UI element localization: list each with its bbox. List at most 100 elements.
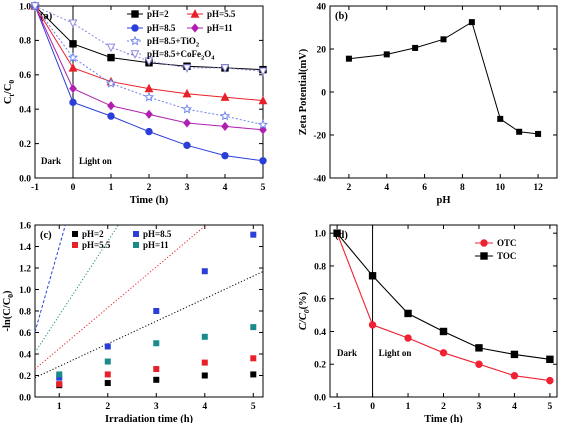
panel-b-frame [329, 5, 558, 179]
data-point [404, 334, 412, 342]
panel-a-axes: -1 0 1 2 3 4 5 0.0 0.2 0.4 0.6 0.8 1.0 (a) Time (h) Ct/… [3, 2, 266, 206]
legend-marker [132, 230, 139, 237]
x-tick-label: 3 [185, 183, 190, 193]
data-point [107, 53, 115, 62]
y-tick-label: 1.0 [19, 286, 31, 296]
x-tick-label: 2 [105, 402, 110, 412]
x-tick-label: 3 [477, 402, 482, 412]
x-tick-label: 4 [223, 183, 228, 193]
legend-marker [130, 50, 140, 59]
data-point [144, 83, 154, 93]
legend-marker [132, 241, 139, 248]
y-tick-label: 40 [317, 2, 327, 12]
y-tick-label: 1.0 [19, 2, 31, 12]
data-point [345, 55, 352, 62]
annotation-light: Light on [79, 156, 112, 166]
data-point [383, 51, 390, 58]
legend-label: TOC [497, 251, 516, 261]
data-point [250, 324, 257, 331]
x-tick-label: 12 [533, 183, 543, 193]
x-tick-label: 0 [370, 402, 375, 412]
x-tick-label: 10 [496, 183, 506, 193]
series-d-0 [333, 229, 554, 385]
data-point [104, 358, 111, 365]
data-point [404, 309, 412, 318]
legend-a: pH=2 pH=5.5 pH=8.5 pH=11 pH=8.5+TiO2pH=8.5+C… [127, 9, 236, 62]
panel-d-frame [329, 224, 558, 398]
data-point [250, 355, 257, 362]
x-axis-label: pH [436, 195, 450, 206]
y-tick-label: 0.0 [19, 174, 31, 184]
data-point [535, 130, 542, 137]
x-tick-label: -1 [333, 402, 341, 412]
data-point [201, 359, 208, 366]
data-point [258, 95, 268, 105]
y-axis-label: Zeta Potential(mV) [298, 48, 309, 135]
fit-line [34, 224, 207, 370]
legend-d: OTC TOC [475, 238, 517, 261]
data-point [220, 92, 230, 101]
x-tick-label: 1 [57, 402, 62, 412]
data-point [368, 272, 377, 280]
series-a-2 [31, 2, 267, 165]
data-point [221, 121, 229, 131]
legend-label: pH=8.5 [147, 23, 176, 33]
series-c-1 [34, 224, 257, 381]
y-tick-label: 1.6 [19, 221, 31, 231]
data-point [475, 360, 483, 368]
x-tick-label: 2 [147, 183, 152, 193]
y-tick-label: 20 [317, 45, 327, 55]
data-point [221, 151, 229, 160]
y-tick-label: 0.2 [19, 140, 31, 150]
x-tick-label: 2 [441, 402, 446, 412]
legend-marker [72, 230, 79, 237]
y-tick-label: 1.0 [314, 229, 326, 239]
legend-label: pH=5.5 [207, 9, 236, 19]
legend-marker [72, 241, 79, 248]
data-point [144, 57, 154, 66]
series-line [336, 232, 550, 360]
x-tick-label: 5 [251, 402, 256, 412]
y-tick-label: 0 [321, 88, 326, 98]
series-c-3 [34, 224, 257, 378]
fit-line [34, 271, 264, 379]
series-c-2 [34, 224, 257, 388]
panel-label: (d) [335, 230, 348, 241]
x-tick-label: 5 [548, 402, 553, 412]
data-point [67, 52, 79, 62]
y-tick-label: 0.4 [314, 328, 326, 338]
legend-label: pH=5.5 [82, 240, 111, 250]
legend-marker [129, 35, 141, 46]
series-d-1 [333, 229, 554, 364]
data-point [219, 110, 231, 121]
panel-label: (b) [335, 11, 348, 22]
series-a-5 [30, 2, 268, 77]
legend-marker [190, 9, 200, 18]
data-point [201, 372, 208, 379]
legend-label: pH=2 [82, 229, 104, 239]
legend-label: pH=8.5+CoFe2O4 [147, 49, 215, 62]
panel-b-axes: 2 4 6 8 10 12 -40 -20 0 20 40 (b) pH Zeta Potential(m… [298, 2, 558, 206]
data-point [143, 91, 155, 102]
x-tick-label: 0 [71, 183, 76, 193]
y-tick-label: 0.8 [19, 37, 31, 47]
data-point [104, 343, 111, 350]
data-point [153, 307, 160, 314]
data-point [250, 371, 257, 378]
data-point [510, 372, 519, 380]
x-axis-label: Time (h) [130, 195, 169, 206]
y-tick-label: 0.2 [19, 372, 31, 382]
y-tick-label: 0.6 [314, 295, 326, 305]
data-point [220, 64, 230, 73]
legend-marker [131, 24, 139, 32]
y-tick-label: 0.8 [19, 307, 31, 317]
data-point [201, 268, 208, 275]
y-tick-label: 0.4 [19, 106, 31, 116]
x-tick-label: 1 [406, 402, 411, 412]
x-tick-label: 1 [109, 183, 114, 193]
data-point [105, 78, 117, 88]
legend-marker [480, 239, 488, 247]
fit-line [34, 224, 66, 333]
x-tick-label: 6 [422, 183, 427, 193]
